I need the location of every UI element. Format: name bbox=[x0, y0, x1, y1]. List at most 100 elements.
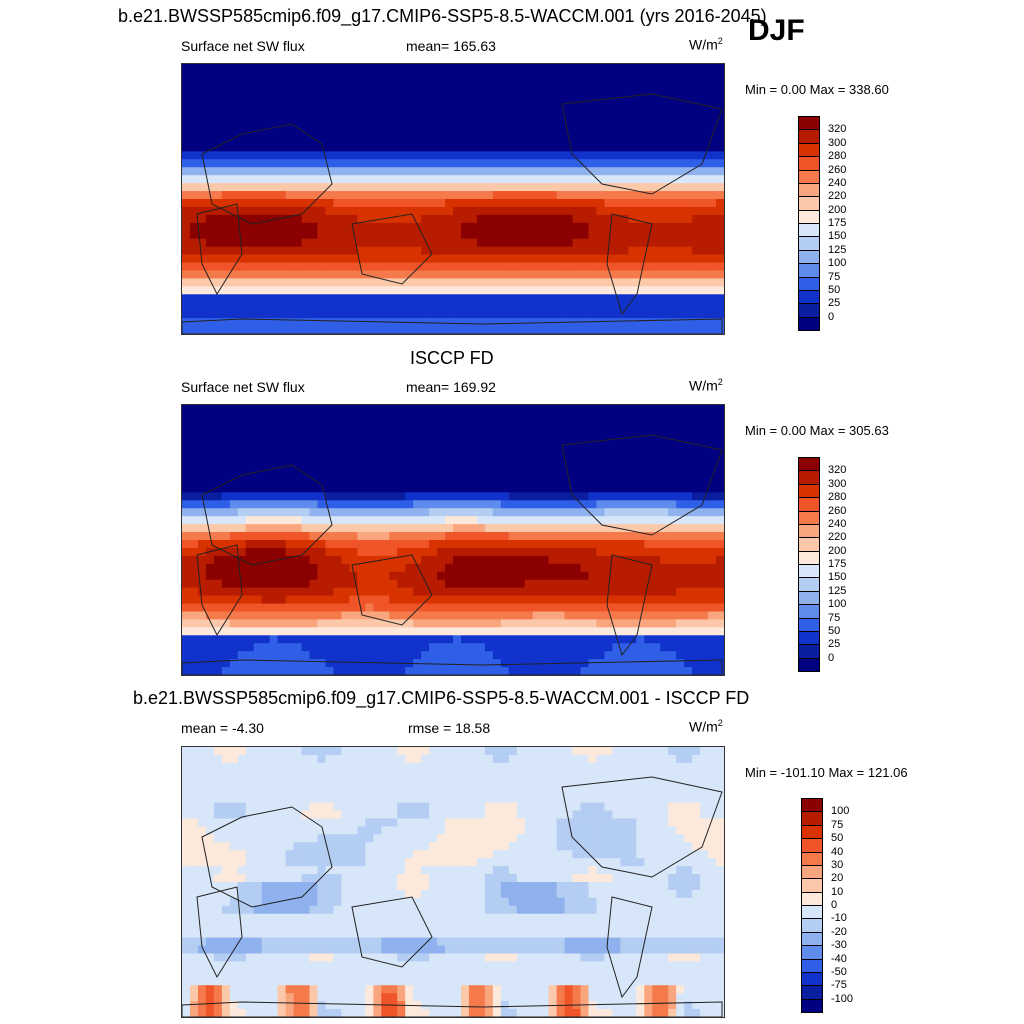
map-cell bbox=[429, 238, 438, 248]
coastline bbox=[561, 93, 723, 195]
map-cell bbox=[500, 278, 510, 287]
map-cell bbox=[556, 127, 566, 137]
map-cell bbox=[596, 476, 606, 486]
map-cell bbox=[261, 79, 271, 89]
map-cell bbox=[197, 436, 207, 446]
map-cell bbox=[572, 254, 582, 264]
map-cell bbox=[484, 635, 494, 644]
map-cell bbox=[508, 230, 518, 240]
map-cell bbox=[421, 747, 430, 756]
map-cell bbox=[628, 302, 637, 311]
map-cell bbox=[301, 516, 311, 525]
map-cell bbox=[277, 111, 287, 121]
map-cell bbox=[381, 326, 390, 334]
map-cell bbox=[540, 444, 550, 454]
map-cell bbox=[237, 516, 247, 525]
map-cell bbox=[476, 95, 486, 105]
map-cell bbox=[596, 444, 606, 454]
map-cell bbox=[413, 563, 422, 573]
map-cell bbox=[245, 119, 255, 129]
map-cell bbox=[516, 428, 526, 438]
map-cell bbox=[588, 563, 598, 573]
map-cell bbox=[540, 270, 550, 280]
map-cell bbox=[229, 175, 239, 184]
map-cell bbox=[205, 667, 215, 675]
map-cell bbox=[652, 508, 661, 517]
map-cell bbox=[221, 770, 231, 780]
map-cell bbox=[349, 143, 358, 152]
map-cell bbox=[484, 183, 494, 192]
map-cell bbox=[500, 667, 510, 675]
map-cell bbox=[612, 159, 621, 168]
map-cell bbox=[269, 175, 279, 184]
map-cell bbox=[333, 95, 343, 105]
map-cell bbox=[413, 191, 422, 200]
map-cell bbox=[676, 183, 685, 192]
map-cell bbox=[652, 555, 661, 565]
map-cell bbox=[333, 310, 343, 319]
map-cell bbox=[684, 175, 693, 184]
map-cell bbox=[676, 222, 685, 232]
map-cell bbox=[213, 754, 223, 764]
map-cell bbox=[692, 262, 701, 272]
map-cell bbox=[189, 214, 199, 224]
map-cell bbox=[636, 95, 645, 105]
map-cell bbox=[182, 199, 191, 208]
map-cell bbox=[596, 302, 606, 311]
map-cell bbox=[261, 238, 271, 248]
map-cell bbox=[421, 159, 430, 168]
map-cell bbox=[325, 119, 335, 129]
map-cell bbox=[437, 111, 446, 121]
map-cell bbox=[652, 540, 661, 549]
map-cell bbox=[668, 199, 677, 208]
map-cell bbox=[612, 175, 621, 184]
map-cell bbox=[309, 500, 319, 509]
map-cell bbox=[476, 436, 486, 446]
map-cell bbox=[229, 167, 239, 176]
map-cell bbox=[684, 579, 693, 589]
map-cell bbox=[445, 64, 454, 73]
map-cell bbox=[492, 214, 502, 224]
map-cell bbox=[668, 500, 677, 509]
map-cell bbox=[301, 579, 311, 589]
map-cell bbox=[484, 547, 494, 557]
map-cell bbox=[476, 587, 486, 597]
map-cell bbox=[516, 87, 526, 97]
map-cell bbox=[516, 135, 526, 145]
map-cell bbox=[508, 87, 518, 97]
map-cell bbox=[476, 238, 486, 248]
map-cell bbox=[628, 230, 637, 240]
map-cell bbox=[460, 310, 470, 319]
map-cell bbox=[261, 183, 271, 192]
map-cell bbox=[182, 428, 191, 438]
map-cell bbox=[237, 119, 247, 129]
map-cell bbox=[676, 659, 685, 668]
map-cell bbox=[437, 579, 446, 589]
map-cell bbox=[381, 484, 390, 493]
map-cell bbox=[269, 127, 279, 137]
map-cell bbox=[700, 254, 709, 264]
map-cell bbox=[277, 444, 287, 454]
map-cell bbox=[373, 302, 382, 311]
map-cell bbox=[684, 246, 693, 256]
map-cell bbox=[460, 412, 470, 422]
map-cell bbox=[301, 492, 311, 501]
map-cell bbox=[580, 79, 590, 89]
map-cell bbox=[644, 167, 653, 176]
map-cell bbox=[365, 643, 374, 652]
map-cell bbox=[437, 500, 446, 509]
map-cell bbox=[716, 611, 724, 621]
map-cell bbox=[189, 595, 199, 605]
colorbar-swatch bbox=[798, 523, 820, 538]
map-cell bbox=[716, 635, 724, 644]
map-cell bbox=[437, 508, 446, 517]
map-cell bbox=[548, 579, 558, 589]
map-cell bbox=[484, 167, 494, 176]
map-cell bbox=[516, 79, 526, 89]
map-cell bbox=[572, 159, 582, 168]
map-cell bbox=[692, 547, 701, 557]
map-cell bbox=[453, 762, 462, 772]
map-cell bbox=[261, 770, 271, 780]
map-cell bbox=[524, 563, 534, 573]
map-cell bbox=[269, 770, 279, 780]
